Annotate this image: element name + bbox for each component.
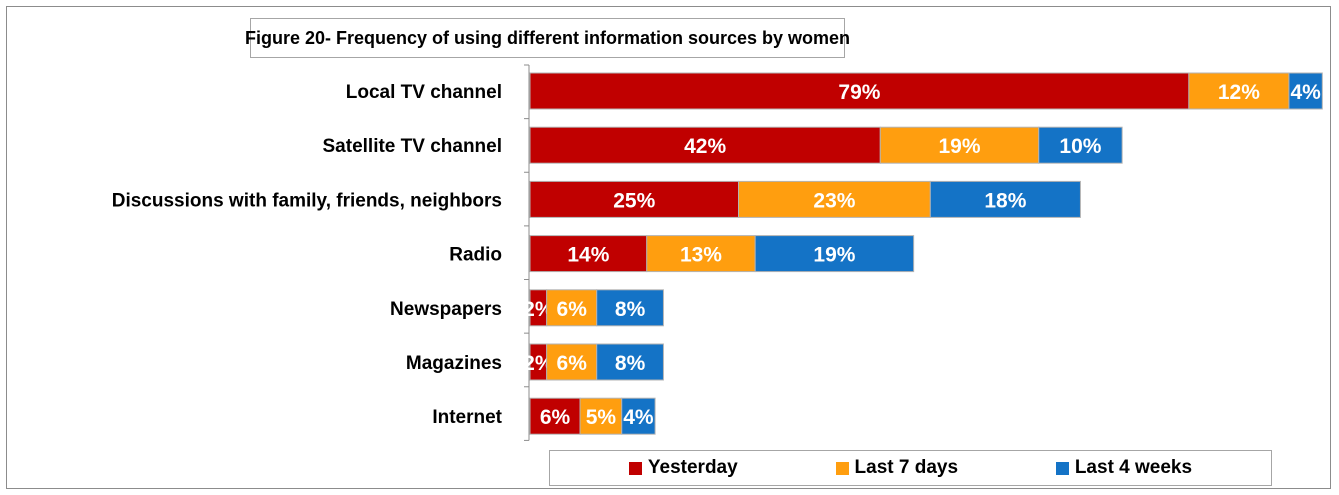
bar-magazines-last-7-days xyxy=(546,343,598,381)
bar-discussions-with-family-friends-neighbors-last-4-weeks xyxy=(929,180,1081,218)
bar-satellite-tv-channel-last-7-days xyxy=(879,126,1040,164)
chart-legend: Yesterday Last 7 days Last 4 weeks xyxy=(549,450,1272,486)
legend-label-last-4-weeks: Last 4 weeks xyxy=(1074,457,1193,478)
data-label-satellite-tv-channel-yesterday: 42% xyxy=(684,135,726,158)
data-label-satellite-tv-channel-last-4-weeks: 10% xyxy=(1059,135,1101,158)
data-label-local-tv-channel-last-7-days: 12% xyxy=(1218,81,1260,104)
data-label-local-tv-channel-yesterday: 79% xyxy=(838,81,880,104)
data-label-local-tv-channel-last-4-weeks: 4% xyxy=(1290,81,1321,104)
data-label-internet-last-4-weeks: 4% xyxy=(623,406,654,429)
bar-local-tv-channel-last-4-weeks xyxy=(1288,72,1323,110)
category-label-internet: Internet xyxy=(432,407,502,428)
legend-item-last-4-weeks: Last 4 weeks xyxy=(1055,457,1193,479)
category-label-discussions-with-family-friends-neighbors: Discussions with family, friends, neighb… xyxy=(112,190,502,211)
data-label-radio-yesterday: 14% xyxy=(567,244,609,267)
bar-local-tv-channel-last-7-days xyxy=(1188,72,1290,110)
bar-newspapers-last-4-weeks xyxy=(596,289,664,327)
legend-label-last-7-days: Last 7 days xyxy=(854,457,959,478)
data-label-radio-last-4-weeks: 19% xyxy=(813,244,855,267)
data-label-satellite-tv-channel-last-7-days: 19% xyxy=(938,135,980,158)
bar-satellite-tv-channel-last-4-weeks xyxy=(1038,126,1123,164)
legend-item-yesterday: Yesterday xyxy=(628,457,738,479)
data-label-magazines-last-7-days: 6% xyxy=(557,352,588,375)
legend-swatch-last-4-weeks xyxy=(1055,461,1069,475)
bar-radio-yesterday xyxy=(529,235,648,273)
bar-radio-last-4-weeks xyxy=(754,235,915,273)
legend-item-last-7-days: Last 7 days xyxy=(835,457,959,479)
legend-swatch-yesterday xyxy=(628,461,642,475)
bar-radio-last-7-days xyxy=(646,235,756,273)
data-label-magazines-last-4-weeks: 8% xyxy=(615,352,646,375)
bar-satellite-tv-channel-yesterday xyxy=(529,126,881,164)
bar-local-tv-channel-yesterday xyxy=(529,72,1190,110)
bar-newspapers-last-7-days xyxy=(546,289,598,327)
category-label-local-tv-channel: Local TV channel xyxy=(346,82,502,103)
data-label-newspapers-last-7-days: 6% xyxy=(557,298,588,321)
data-label-newspapers-yesterday: 2% xyxy=(523,298,554,321)
legend-label-yesterday: Yesterday xyxy=(647,457,738,478)
data-label-discussions-with-family-friends-neighbors-yesterday: 25% xyxy=(613,189,655,212)
category-label-magazines: Magazines xyxy=(406,353,502,374)
data-label-discussions-with-family-friends-neighbors-last-7-days: 23% xyxy=(813,189,855,212)
data-label-magazines-yesterday: 2% xyxy=(523,352,554,375)
chart-title: Figure 20- Frequency of using different … xyxy=(245,18,850,58)
category-label-newspapers: Newspapers xyxy=(390,299,502,320)
bar-internet-yesterday xyxy=(529,397,581,435)
data-label-internet-last-7-days: 5% xyxy=(586,406,617,429)
data-label-radio-last-7-days: 13% xyxy=(680,244,722,267)
legend-swatch-last-7-days xyxy=(835,461,849,475)
category-label-satellite-tv-channel: Satellite TV channel xyxy=(323,136,503,157)
bar-internet-last-4-weeks xyxy=(621,397,656,435)
bar-discussions-with-family-friends-neighbors-last-7-days xyxy=(738,180,931,218)
data-label-discussions-with-family-friends-neighbors-last-4-weeks: 18% xyxy=(984,189,1026,212)
category-label-radio: Radio xyxy=(449,245,502,266)
data-label-newspapers-last-4-weeks: 8% xyxy=(615,298,646,321)
data-label-internet-yesterday: 6% xyxy=(540,406,571,429)
bar-magazines-last-4-weeks xyxy=(596,343,664,381)
